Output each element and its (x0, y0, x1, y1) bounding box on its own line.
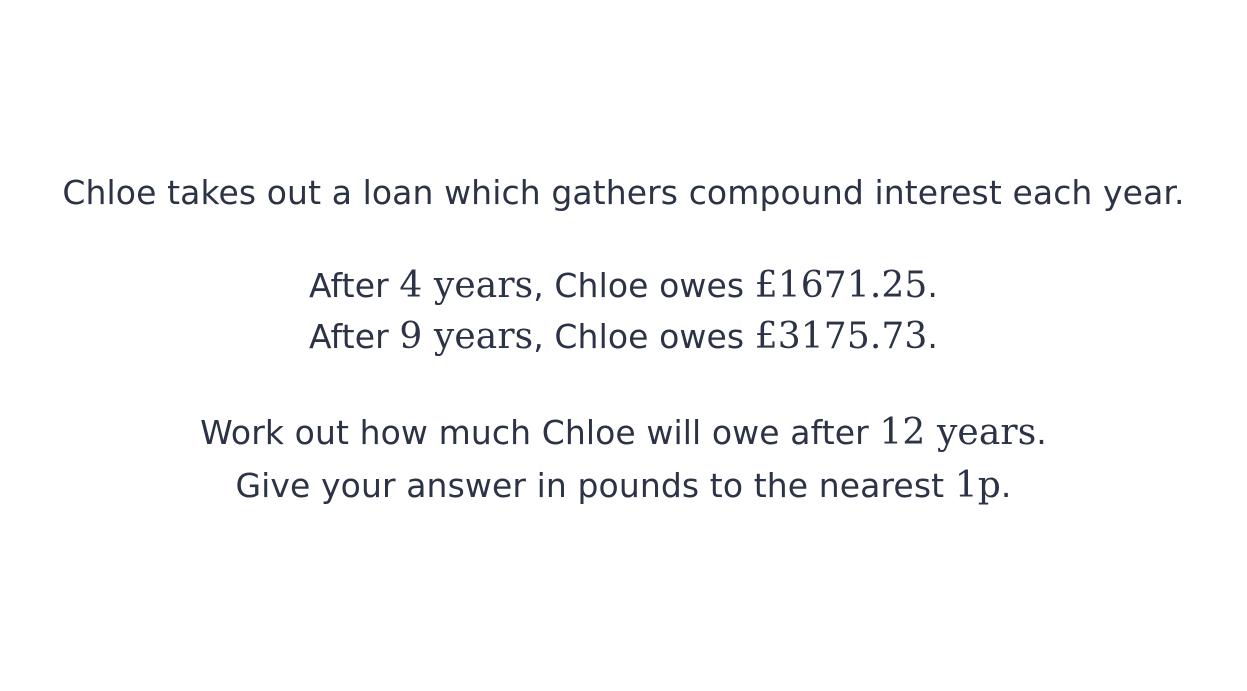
fact-line-1: After 4 years, Chloe owes £1671.25. (0, 265, 1247, 306)
rounding-end: . (1000, 466, 1012, 505)
fact-1-prefix: After (309, 266, 400, 305)
fact-1-amount: £1671.25 (754, 265, 928, 306)
fact-2-prefix: After (309, 317, 400, 356)
fact-2-middle: , Chloe owes (533, 317, 755, 356)
rounding-value: 1p (954, 465, 1001, 506)
fact-1-years: 4 (399, 265, 423, 306)
task-prefix: Work out how much Chloe will owe after (200, 413, 880, 452)
fact-2-years: 9 (399, 316, 423, 357)
fact-1-end: . (927, 266, 938, 305)
task-end: . (1036, 413, 1047, 452)
task-unit: years (925, 412, 1037, 453)
rounding-prefix: Give your answer in pounds to the neares… (235, 466, 955, 505)
fact-1-middle: , Chloe owes (533, 266, 755, 305)
rounding-line: Give your answer in pounds to the neares… (0, 465, 1247, 506)
task-years: 12 (879, 412, 926, 453)
fact-1-unit: years (422, 265, 534, 306)
fact-line-2: After 9 years, Chloe owes £3175.73. (0, 316, 1247, 357)
fact-2-unit: years (422, 316, 534, 357)
task-line: Work out how much Chloe will owe after 1… (0, 412, 1247, 453)
intro-text: Chloe takes out a loan which gathers com… (62, 173, 1185, 212)
fact-2-amount: £3175.73 (754, 316, 928, 357)
fact-2-end: . (927, 317, 938, 356)
